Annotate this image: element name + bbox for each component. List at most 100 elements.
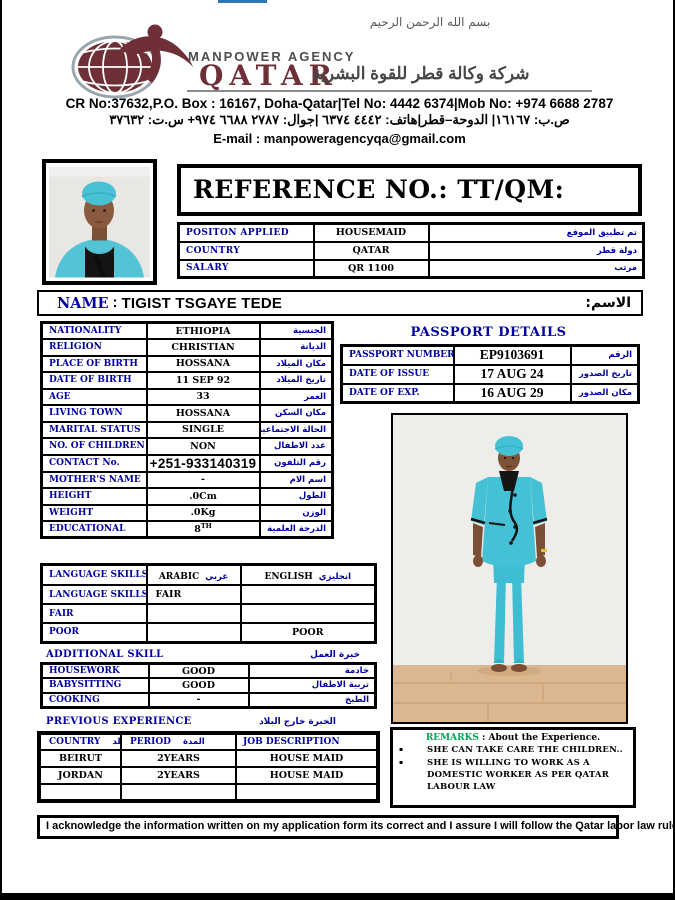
poor-arabic-cell: [145, 622, 242, 643]
height-arabic: الطول: [258, 487, 334, 506]
housework-label: HOUSEWORK: [40, 662, 150, 679]
remarks-box: REMARKS : About the Experience. ▪ SHE CA…: [390, 727, 636, 808]
arabic-skill-level: FAIR: [145, 584, 242, 605]
previous-experience-title: PREVIOUS EXPERIENCE: [46, 716, 192, 727]
position-applied-label: POSITON APPLIED: [177, 222, 315, 243]
experience-country: JORDAN: [38, 766, 122, 785]
personal-info-table: NATIONALITY ETHIOPIA الجنسية RELIGION CH…: [40, 321, 334, 539]
remarks-bullet-item: ▪ SHE CAN TAKE CARE THE CHILDREN..: [393, 744, 633, 756]
bullet-icon: ▪: [399, 759, 404, 766]
table-row: WEIGHT .0Kg الوزن: [40, 503, 334, 522]
marital-status-value: SINGLE: [145, 420, 261, 439]
living-town-value: HOSSANA: [145, 404, 261, 423]
contact-label: CONTACT No.: [40, 453, 148, 473]
table-row: EDUCATIONAL 8TH الدرجة العلمية: [40, 520, 334, 539]
period-header-en: PERIOD: [130, 737, 171, 747]
language-skills-table: LANGUAGE SKILLS: ARABIC عربي ENGLISH انجلي…: [40, 563, 377, 644]
salary-value: QR 1100: [312, 258, 430, 279]
poor-english-cell: POOR: [239, 622, 377, 643]
table-row: HOUSEWORK GOOD خادمة: [40, 662, 377, 679]
contact-info-line-arabic: ص.ب: ١٦١٦٧| الدوحة–قطر|هاتف: ٤٤٤٢ ٦٣٧٤ |…: [109, 112, 570, 127]
fair-arabic-cell: [145, 603, 242, 624]
header-divider: [187, 90, 592, 92]
agency-name-arabic: شركة وكالة قطر للقوة البشرية: [312, 64, 530, 83]
country-arabic: دولة قطر: [427, 240, 645, 261]
globe-person-icon: [71, 24, 193, 99]
salary-label: SALARY: [177, 258, 315, 279]
place-of-birth-value: HOSSANA: [145, 354, 261, 373]
country-header-ar: البلد: [112, 737, 121, 747]
acknowledgement-box: I acknowledge the information written on…: [37, 815, 673, 839]
housework-arabic: خادمة: [247, 662, 377, 679]
name-bar: NAME : TIGIST TSGAYE TEDE الاسم:: [37, 290, 643, 316]
remarks-bullet-text: SHE CAN TAKE CARE THE CHILDREN..: [427, 745, 623, 755]
height-label: HEIGHT: [40, 487, 148, 506]
passport-details-title: PASSPORT DETAILS: [410, 325, 567, 340]
arabic-column-header: ARABIC عربي: [145, 563, 242, 586]
country-header-en: COUNTRY: [49, 737, 101, 747]
date-of-issue-arabic: تاريخ الصدور: [569, 363, 640, 385]
cooking-label: COOKING: [40, 691, 150, 708]
date-of-birth-arabic: تاريخ الميلاد: [258, 371, 334, 390]
bullet-icon: ▪: [399, 746, 404, 753]
marital-status-arabic: الحالة الاجتماعية: [258, 420, 334, 439]
cooking-value: -: [147, 691, 250, 708]
english-column-header: ENGLISH انجليزي: [239, 563, 377, 586]
contact-arabic: رقم التلفون: [258, 453, 334, 473]
date-of-issue-value: 17 AUG 24: [452, 363, 572, 385]
salary-arabic: مرتب: [427, 258, 645, 279]
table-row: NATIONALITY ETHIOPIA الجنسية: [40, 321, 334, 340]
educational-grade: 8: [194, 524, 201, 536]
nationality-arabic: الجنسية: [258, 321, 334, 340]
table-row: RELIGION CHRISTIAN الديانة: [40, 338, 334, 357]
mother-name-label: MOTHER'S NAME: [40, 470, 148, 489]
experience-job: [235, 783, 379, 802]
period-header-ar: المدة: [182, 737, 205, 747]
poor-row-label: POOR: [40, 622, 148, 643]
place-of-birth-arabic: مكان الميلاد: [258, 354, 334, 373]
remarks-label: REMARKS: [425, 733, 479, 743]
bismillah-calligraphy: بسم الله الرحمن الرحيم: [369, 15, 491, 29]
passport-number-arabic: الرقم: [569, 344, 640, 366]
full-body-illustration: [393, 415, 626, 722]
previous-experience-title-row: PREVIOUS EXPERIENCE الخبرة خارج البلاد: [40, 716, 336, 727]
headshot-illustration: [49, 166, 150, 278]
weight-arabic: الوزن: [258, 503, 334, 522]
table-row: FAIR: [40, 603, 377, 624]
experience-job: HOUSE MAID: [235, 766, 379, 785]
position-applied-arabic: تم تطبيق الموقع: [427, 222, 645, 243]
table-row: POSITON APPLIED HOUSEMAID تم تطبيق الموق…: [177, 222, 645, 243]
country-value: QATAR: [312, 240, 430, 261]
table-row: LIVING TOWN HOSSANA مكان السكن: [40, 404, 334, 423]
cooking-arabic: الطبخ: [247, 691, 377, 708]
table-row: BABYSITTING GOOD تربية الاطفال: [40, 677, 377, 694]
reference-number-title: REFERENCE NO.: TT/QM:: [193, 175, 565, 204]
job-description-header: JOB DESCRIPTION: [235, 732, 379, 751]
children-arabic: عدد الاطفال: [258, 437, 334, 456]
remarks-bullet-item: ▪ SHE IS WILLING TO WORK AS A DOMESTIC W…: [393, 757, 633, 793]
table-row: DATE OF BIRTH 11 SEP 92 تاريخ الميلاد: [40, 371, 334, 390]
religion-label: RELIGION: [40, 338, 148, 357]
table-row: PASSPORT NUMBER EP9103691 الرقم: [340, 344, 640, 366]
nationality-value: ETHIOPIA: [145, 321, 261, 340]
educational-arabic: الدرجة العلمية: [258, 520, 334, 539]
children-label: NO. OF CHILDREN: [40, 437, 148, 456]
table-row: BEIRUT 2YEARS HOUSE MAID: [38, 749, 379, 768]
fair-row-label: FAIR: [40, 603, 148, 624]
remarks-heading-text: : About the Experience.: [478, 733, 601, 743]
table-row: POOR POOR: [40, 622, 377, 643]
applicant-headshot-photo: [42, 159, 157, 285]
religion-arabic: الديانة: [258, 338, 334, 357]
mother-name-value: -: [145, 470, 261, 489]
table-row: DATE OF ISSUE 17 AUG 24 تاريخ الصدور: [340, 363, 640, 385]
experience-period: 2YEARS: [120, 766, 237, 785]
passport-number-value: EP9103691: [452, 344, 572, 366]
table-row: COOKING - الطبخ: [40, 691, 377, 708]
top-accent-bar: [218, 0, 267, 3]
reference-number-box: REFERENCE NO.: TT/QM:: [177, 164, 642, 216]
agency-logo: [68, 23, 202, 104]
educational-grade-suffix: TH: [200, 522, 212, 531]
experience-period: 2YEARS: [120, 749, 237, 768]
country-column-header: COUNTRY البلد: [38, 732, 122, 751]
period-column-header: PERIOD المدة: [120, 732, 237, 751]
